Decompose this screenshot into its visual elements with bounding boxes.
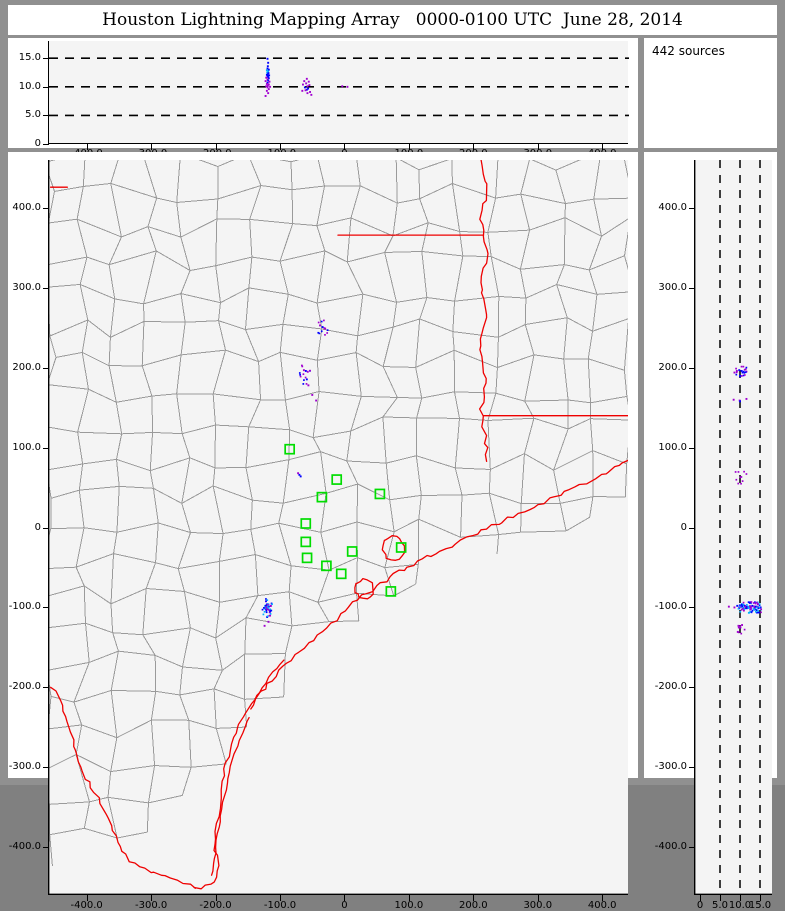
tick-mark (538, 144, 539, 150)
tick-mark (151, 895, 152, 901)
time-height-ytick: 10.0 (19, 81, 41, 92)
lma-station-marker (348, 547, 357, 556)
tick-mark (689, 448, 695, 449)
lma-station-marker (332, 475, 341, 484)
altitude-ytick: -300.0 (644, 761, 687, 772)
tick-mark (43, 288, 49, 289)
tick-mark (43, 87, 49, 88)
tick-mark (43, 528, 49, 529)
map-xtick: -100.0 (264, 900, 296, 911)
tick-mark (43, 368, 49, 369)
tick-mark (473, 144, 474, 150)
tick-mark (409, 895, 410, 901)
page-title: Houston Lightning Mapping Array 0000-010… (102, 10, 683, 30)
map-xtick: 200.0 (459, 900, 488, 911)
map-xtick: -400.0 (71, 900, 103, 911)
tick-mark (409, 144, 410, 150)
altitude-ytick: 100.0 (644, 442, 687, 453)
altitude-ytick: 400.0 (644, 202, 687, 213)
tick-mark (689, 208, 695, 209)
time-height-plot-area (48, 41, 628, 144)
source-count-panel: 442 sources (644, 38, 777, 148)
tick-mark (689, 368, 695, 369)
altitude-xtick: 10.0 (729, 900, 751, 911)
altitude-xtick: 0 (697, 900, 703, 911)
map-ytick: -200.0 (8, 681, 41, 692)
map-ytick: 0 (8, 522, 41, 533)
map-ytick: 400.0 (8, 202, 41, 213)
altitude-ytick: 200.0 (644, 362, 687, 373)
map-ytick: -400.0 (8, 841, 41, 852)
tick-mark (43, 144, 49, 145)
tick-mark (43, 448, 49, 449)
map-xtick: 300.0 (523, 900, 552, 911)
lma-station-marker (301, 519, 310, 528)
map-ytick: -100.0 (8, 601, 41, 612)
title-bar: Houston Lightning Mapping Array 0000-010… (8, 5, 777, 35)
tick-mark (538, 895, 539, 901)
time-height-panel: 05.010.015.0 -400.0-300.0-200.0-100.0010… (8, 38, 638, 148)
tick-mark (344, 895, 345, 901)
tick-mark (760, 895, 761, 901)
time-height-ytick: 0 (35, 138, 41, 149)
source-count-label: 442 sources (652, 44, 725, 58)
time-height-canvas (49, 41, 629, 144)
tick-mark (602, 144, 603, 150)
altitude-ytick: -400.0 (644, 841, 687, 852)
map-xtick: 0 (341, 900, 347, 911)
altitude-ytick: -200.0 (644, 681, 687, 692)
tick-mark (720, 895, 721, 901)
map-xtick: -300.0 (135, 900, 167, 911)
tick-mark (43, 607, 49, 608)
tick-mark (280, 144, 281, 150)
map-ytick: 200.0 (8, 362, 41, 373)
altitude-ytick: 300.0 (644, 282, 687, 293)
lma-plot-window: Houston Lightning Mapping Array 0000-010… (0, 0, 785, 785)
tick-mark (216, 895, 217, 901)
tick-mark (689, 288, 695, 289)
map-ytick: 300.0 (8, 282, 41, 293)
altitude-xtick: 5.0 (712, 900, 728, 911)
tick-mark (700, 895, 701, 901)
tick-mark (689, 767, 695, 768)
map-xtick: 100.0 (395, 900, 424, 911)
tick-mark (43, 687, 49, 688)
time-height-ytick: 15.0 (19, 52, 41, 63)
altitude-xtick: 15.0 (749, 900, 771, 911)
time-height-ytick: 5.0 (25, 109, 41, 120)
tick-mark (87, 895, 88, 901)
tick-mark (344, 144, 345, 150)
tick-mark (216, 144, 217, 150)
tick-mark (689, 687, 695, 688)
tick-mark (43, 115, 49, 116)
tick-mark (151, 144, 152, 150)
tick-mark (689, 528, 695, 529)
tick-mark (43, 58, 49, 59)
tick-mark (602, 895, 603, 901)
lma-station-marker (303, 553, 312, 562)
tick-mark (280, 895, 281, 901)
tick-mark (740, 895, 741, 901)
tick-mark (87, 144, 88, 150)
tick-mark (473, 895, 474, 901)
tick-mark (43, 847, 49, 848)
tick-mark (689, 847, 695, 848)
lma-station-marker (301, 537, 310, 546)
tick-mark (43, 767, 49, 768)
tick-mark (689, 607, 695, 608)
altitude-ytick: -100.0 (644, 601, 687, 612)
tick-mark (43, 208, 49, 209)
altitude-ytick: 0 (644, 522, 687, 533)
map-ytick: -300.0 (8, 761, 41, 772)
map-xtick: 400.0 (588, 900, 617, 911)
map-xtick: -200.0 (199, 900, 231, 911)
lma-station-marker (337, 569, 346, 578)
map-ytick: 100.0 (8, 442, 41, 453)
